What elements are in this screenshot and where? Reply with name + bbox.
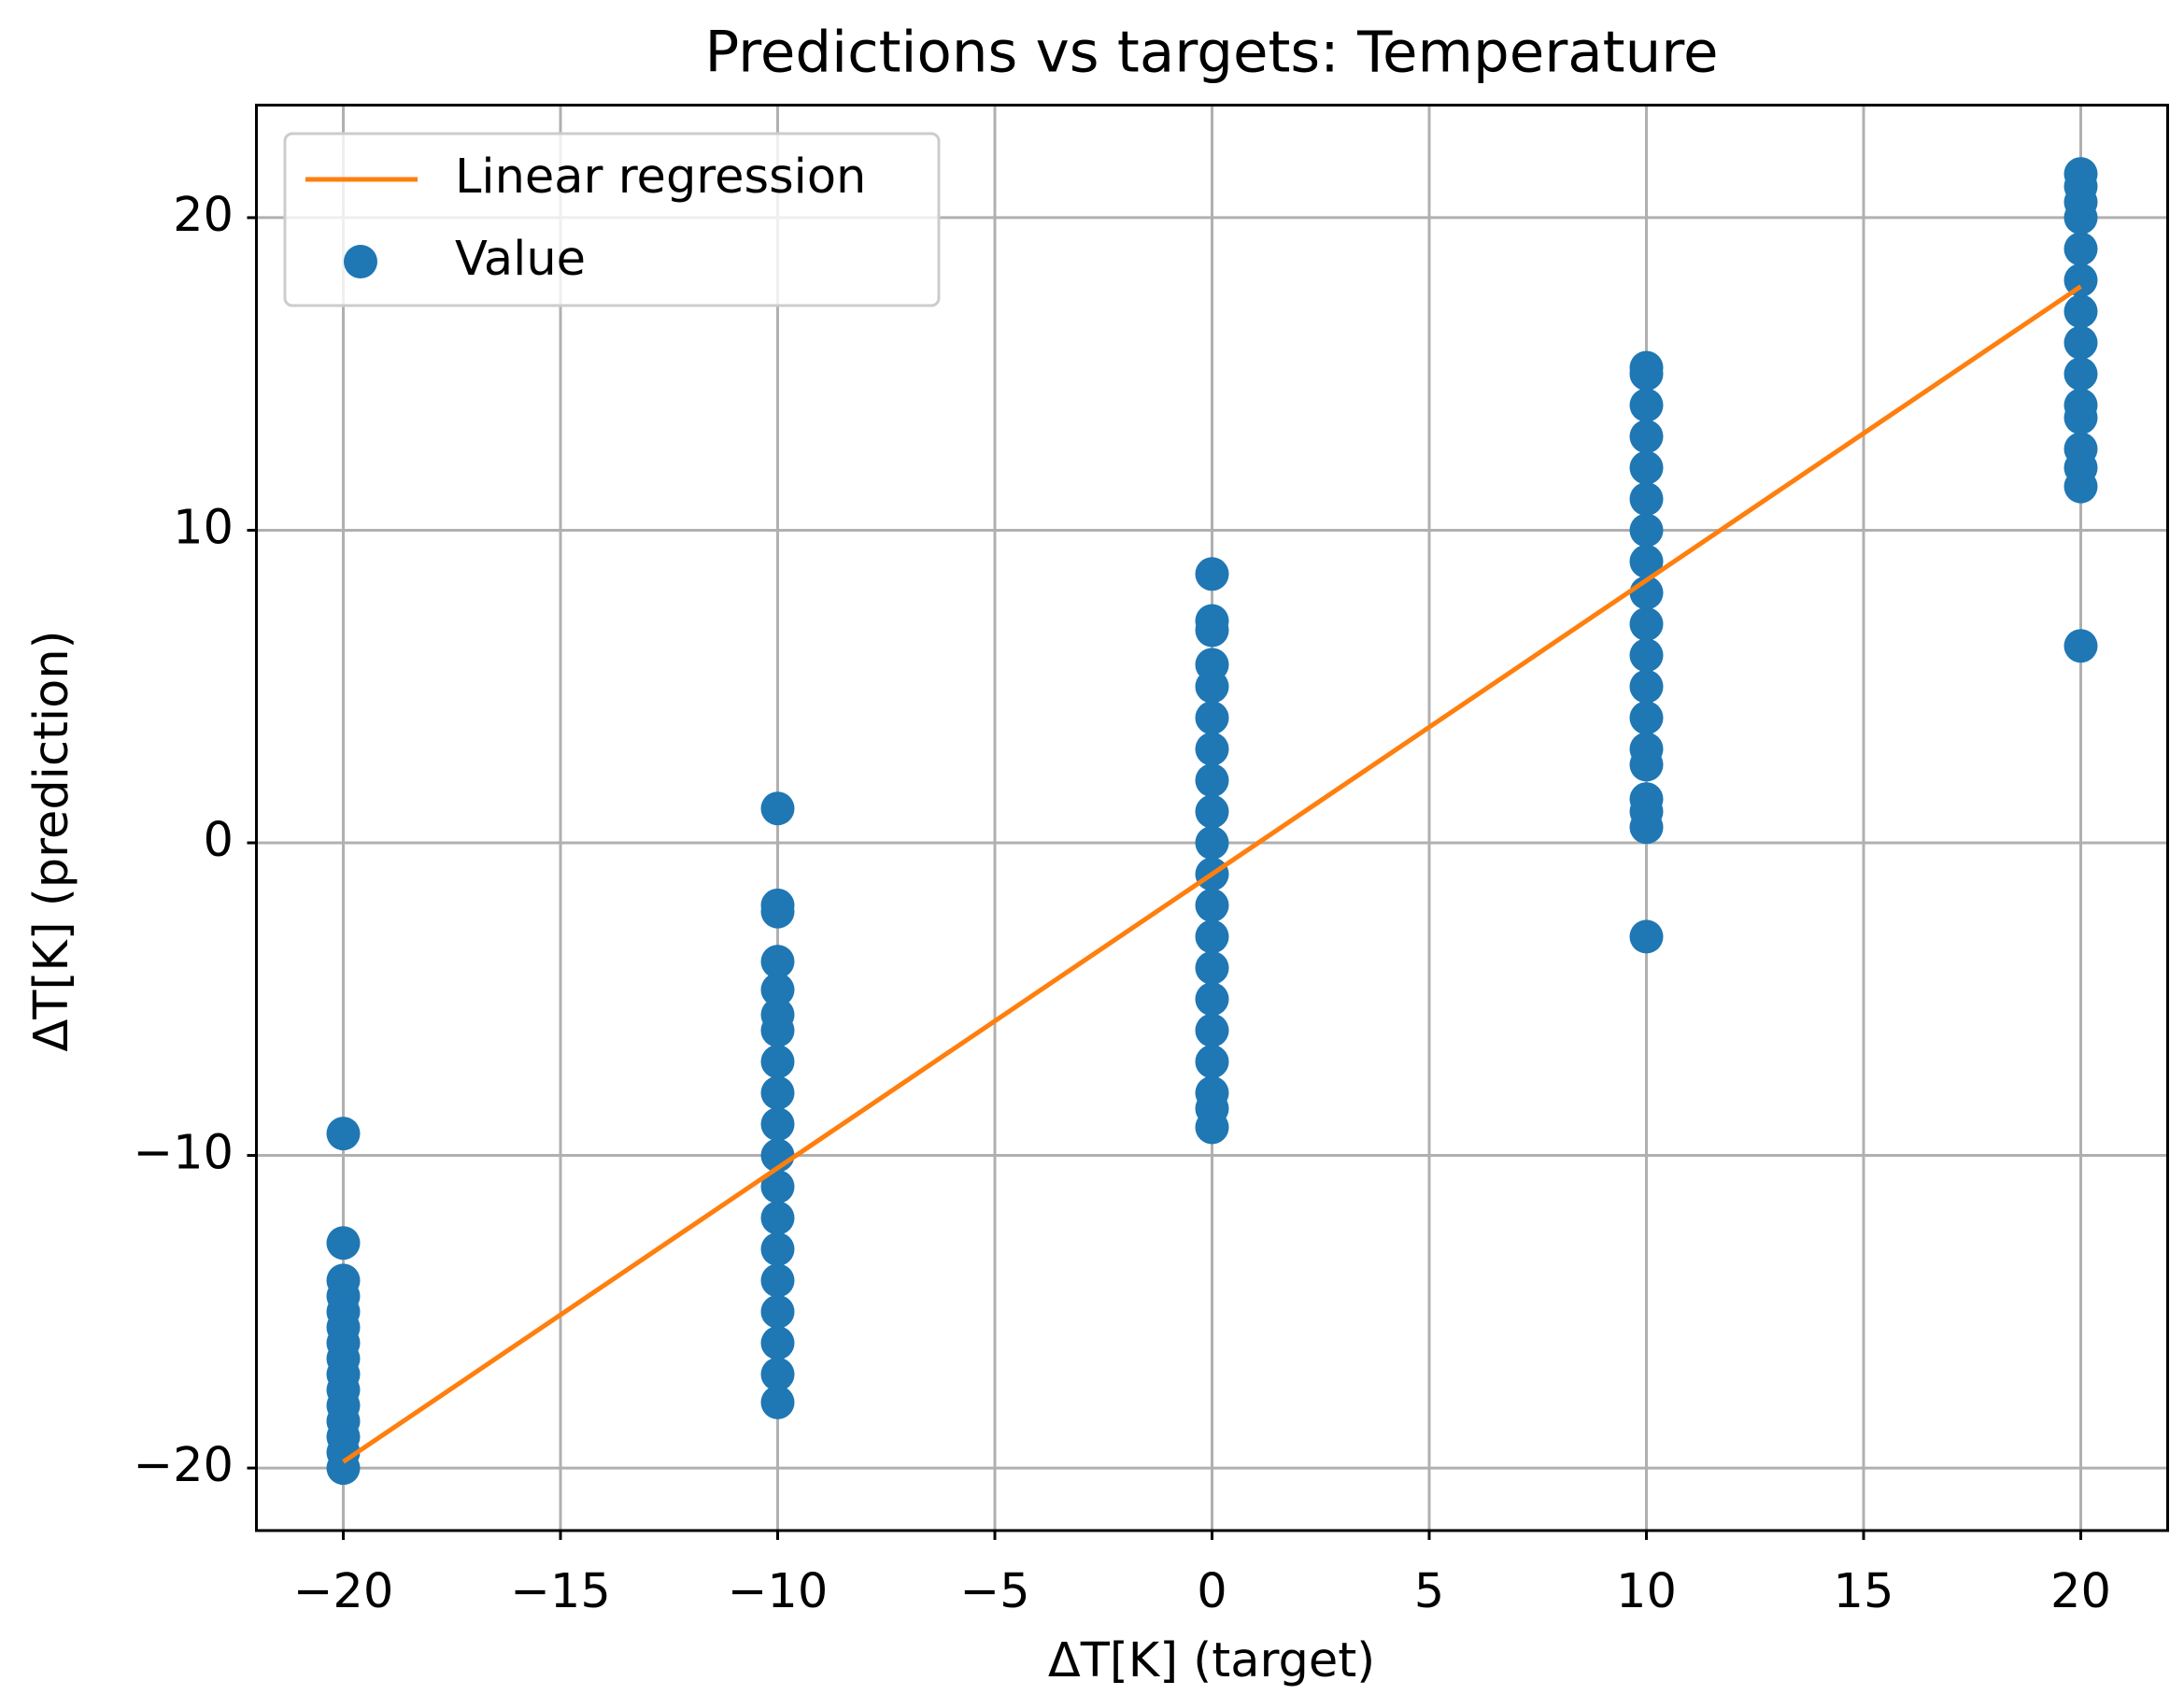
scatter-point	[760, 1201, 795, 1235]
x-tick-label: 15	[1834, 1564, 1894, 1619]
scatter-point	[2063, 157, 2098, 192]
scatter-point	[326, 1263, 361, 1298]
x-tick-label: 5	[1414, 1564, 1444, 1619]
legend: Linear regression Value	[283, 132, 941, 307]
x-tick-label: −5	[959, 1564, 1029, 1619]
scatter-point	[760, 973, 795, 1007]
scatter-point	[1629, 544, 1664, 578]
scatter-point	[1195, 888, 1229, 922]
x-axis-label: ΔT[K] (target)	[1048, 1633, 1375, 1688]
scatter-point	[1629, 701, 1664, 735]
x-tick-label: −10	[728, 1564, 829, 1619]
scatter-point	[1629, 782, 1664, 817]
scatter-point	[1629, 606, 1664, 641]
y-tick-label: −10	[133, 1126, 234, 1181]
scatter-point	[760, 1357, 795, 1391]
x-tick-label: 10	[1616, 1564, 1677, 1619]
x-tick-label: 20	[2050, 1564, 2111, 1619]
scatter-point	[760, 1107, 795, 1142]
scatter-point	[2063, 432, 2098, 466]
scatter-point	[760, 998, 795, 1033]
legend-label: Linear regression	[455, 150, 866, 205]
scatter-point	[2063, 325, 2098, 360]
scatter-point	[760, 1170, 795, 1204]
scatter-point	[760, 1385, 795, 1419]
scatter-point	[1195, 701, 1229, 735]
scatter-point	[1629, 919, 1664, 954]
scatter-point	[1195, 732, 1229, 766]
scatter-point	[2063, 263, 2098, 297]
scatter-point	[760, 888, 795, 922]
scatter-point	[1195, 1075, 1229, 1110]
legend-box	[283, 132, 941, 307]
legend-label: Value	[455, 232, 586, 287]
scatter-point	[2063, 388, 2098, 422]
scatter-point	[1195, 826, 1229, 861]
scatter-point	[760, 1294, 795, 1329]
x-tick-label: −20	[293, 1564, 394, 1619]
scatter-point	[1629, 638, 1664, 673]
scatter-point	[1195, 648, 1229, 682]
legend-marker	[344, 245, 377, 278]
scatter-point	[1629, 482, 1664, 517]
scatter-point	[326, 1117, 361, 1151]
scatter-point	[1195, 604, 1229, 638]
scatter-point	[2063, 357, 2098, 392]
scatter-point	[1629, 513, 1664, 548]
y-tick-label: −20	[133, 1438, 234, 1493]
scatter-point	[760, 1263, 795, 1298]
scatter-point	[326, 1226, 361, 1261]
scatter-point	[1195, 794, 1229, 829]
scatter-point	[1629, 388, 1664, 422]
scatter-point	[760, 791, 795, 826]
scatter-point	[1629, 350, 1664, 385]
regression-line	[342, 284, 2082, 1464]
scatter-point	[1629, 450, 1664, 485]
scatter-point	[760, 1326, 795, 1360]
y-tick-label: 0	[204, 813, 234, 868]
scatter-point	[2063, 629, 2098, 663]
scatter-point	[2063, 232, 2098, 266]
scatter-point	[1629, 732, 1664, 766]
x-tick-label: −15	[510, 1564, 611, 1619]
scatter-point	[1195, 919, 1229, 954]
scatter-point	[1195, 1013, 1229, 1047]
scatter-point	[1195, 557, 1229, 591]
y-axis-label: ΔT[K] (prediction)	[24, 630, 79, 1051]
scatter-point	[1629, 420, 1664, 454]
scatter-point	[760, 945, 795, 979]
scatter-point	[1195, 763, 1229, 798]
y-tick-label: 20	[173, 188, 234, 243]
scatter-point	[1195, 1045, 1229, 1079]
x-tick-label: 0	[1197, 1564, 1227, 1619]
scatter-point	[760, 1075, 795, 1110]
scatter-point	[1629, 669, 1664, 704]
scatter-point	[2063, 294, 2098, 329]
y-tick-label: 10	[173, 500, 234, 555]
plot-area	[326, 157, 2098, 1486]
scatter-point	[1195, 982, 1229, 1017]
scatter-point	[1195, 950, 1229, 985]
scatter-point	[760, 1045, 795, 1079]
scatter-point	[760, 1232, 795, 1266]
chart-title: Predictions vs targets: Temperature	[704, 20, 1718, 86]
